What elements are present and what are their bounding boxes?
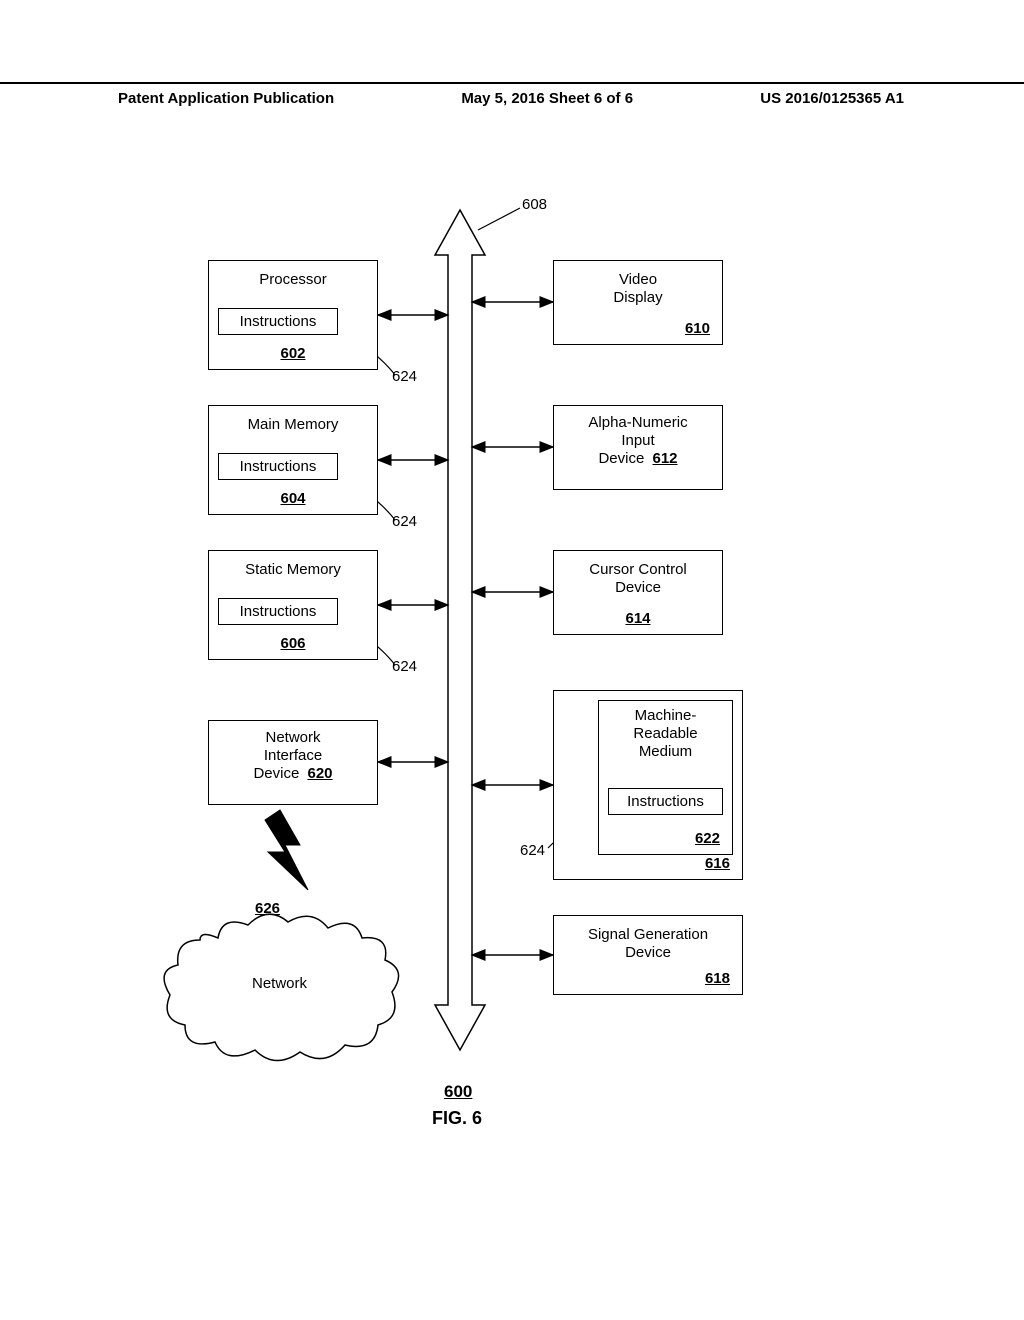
video-box: Video Display 610	[553, 260, 723, 345]
video-title1: Video	[554, 271, 722, 289]
system-diagram: 608 Processor 602 Instructions 624 Main …	[0, 180, 1024, 1180]
processor-leader-label: 624	[392, 368, 417, 385]
figure-number: 600	[444, 1082, 472, 1102]
medium-outer-ref: 616	[705, 855, 730, 873]
medium-title3: Medium	[599, 743, 732, 761]
cloud-label: Network	[252, 975, 307, 992]
alpha-title2: Input	[554, 432, 722, 450]
processor-instructions: Instructions	[218, 308, 338, 335]
main-memory-leader-label: 624	[392, 513, 417, 530]
medium-leader-label: 624	[520, 842, 545, 859]
main-memory-instructions: Instructions	[218, 453, 338, 480]
alpha-title3: Device	[598, 450, 644, 467]
medium-inner-ref: 622	[695, 830, 720, 848]
signal-box: Signal Generation Device 618	[553, 915, 743, 995]
static-memory-leader-label: 624	[392, 658, 417, 675]
medium-inner-box: Machine- Readable Medium 622	[598, 700, 733, 855]
signal-title2: Device	[554, 944, 742, 962]
bus-arrow	[0, 180, 1024, 1180]
figure-label: FIG. 6	[432, 1108, 482, 1129]
cursor-box: Cursor Control Device 614	[553, 550, 723, 635]
nic-box: Network Interface Device 620	[208, 720, 378, 805]
main-memory-ref: 604	[209, 490, 377, 508]
bus-ref-label: 608	[522, 196, 547, 213]
static-memory-instructions: Instructions	[218, 598, 338, 625]
cloud-ref: 626	[255, 900, 280, 917]
page-header: Patent Application Publication May 5, 20…	[0, 82, 1024, 107]
video-title2: Display	[554, 289, 722, 307]
header-right: US 2016/0125365 A1	[760, 90, 904, 107]
nic-title1: Network	[209, 729, 377, 747]
static-memory-ref: 606	[209, 635, 377, 653]
alpha-box: Alpha-Numeric Input Device 612	[553, 405, 723, 490]
processor-ref: 602	[209, 345, 377, 363]
processor-title: Processor	[209, 271, 377, 289]
alpha-ref: 612	[653, 450, 678, 467]
signal-title1: Signal Generation	[554, 926, 742, 944]
nic-ref: 620	[308, 765, 333, 782]
header-center: May 5, 2016 Sheet 6 of 6	[461, 90, 633, 107]
signal-ref: 618	[705, 970, 730, 988]
video-ref: 610	[685, 320, 710, 338]
static-memory-title: Static Memory	[209, 561, 377, 579]
header-left: Patent Application Publication	[118, 90, 334, 107]
cursor-title1: Cursor Control	[554, 561, 722, 579]
nic-title3: Device	[253, 765, 299, 782]
alpha-title1: Alpha-Numeric	[554, 414, 722, 432]
cursor-ref: 614	[554, 610, 722, 628]
cursor-title2: Device	[554, 579, 722, 597]
nic-title2: Interface	[209, 747, 377, 765]
medium-instructions: Instructions	[608, 788, 723, 815]
medium-title2: Readable	[599, 725, 732, 743]
medium-title1: Machine-	[599, 707, 732, 725]
main-memory-title: Main Memory	[209, 416, 377, 434]
